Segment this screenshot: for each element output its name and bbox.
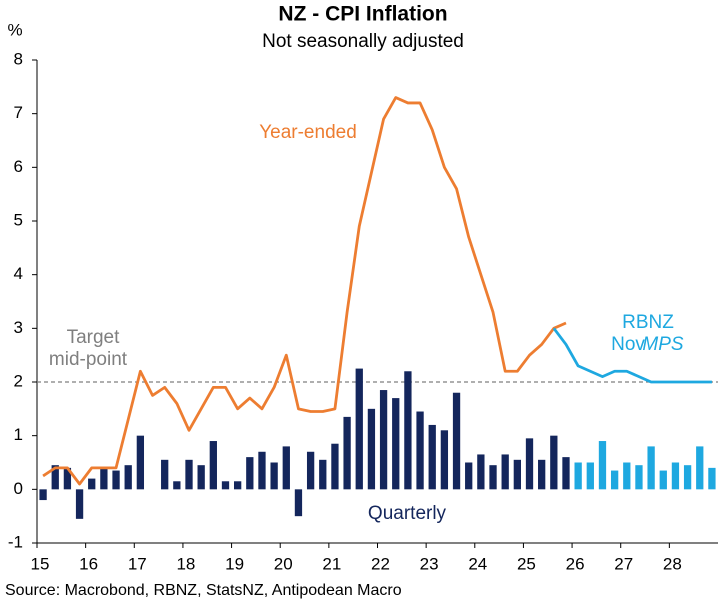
- bar: [209, 441, 217, 490]
- bar: [647, 446, 655, 490]
- bar: [683, 465, 692, 490]
- bar: [319, 459, 327, 490]
- bar: [696, 446, 704, 490]
- chart-title: NZ - CPI Inflation: [278, 3, 447, 26]
- line: [552, 327, 712, 384]
- bar: [659, 470, 667, 490]
- x-tick-label: 27: [614, 554, 633, 573]
- x-tick-label: 21: [322, 554, 341, 573]
- bar: [136, 435, 145, 490]
- bar: [550, 435, 558, 490]
- bar: [197, 465, 205, 490]
- y-tick-label: 0: [14, 479, 23, 498]
- bar: [258, 451, 266, 490]
- bar: [416, 411, 424, 490]
- chart-subtitle: Not seasonally adjusted: [262, 31, 464, 52]
- y-tick-label: 3: [14, 318, 23, 337]
- x-tick-label: 22: [371, 554, 390, 573]
- source: Source: Macrobond, RBNZ, StatsNZ, Antipo…: [5, 582, 402, 599]
- x-tick-label: 24: [468, 554, 487, 573]
- y-tick-label: 4: [14, 264, 23, 283]
- annotation: Nov: [611, 334, 645, 355]
- y-tick-label: -1: [8, 532, 23, 551]
- bar: [465, 462, 473, 490]
- bar: [525, 438, 534, 490]
- annotation: mid-point: [49, 349, 128, 370]
- bar: [355, 368, 363, 490]
- bar: [185, 459, 193, 490]
- bar: [75, 489, 84, 519]
- bar: [623, 462, 631, 490]
- bar: [124, 465, 132, 490]
- bar: [112, 470, 120, 490]
- bar: [610, 470, 619, 490]
- bar: [440, 430, 449, 490]
- bar: [88, 478, 96, 490]
- y-tick-label: 8: [14, 49, 23, 68]
- line: [42, 96, 567, 486]
- bar: [452, 392, 461, 490]
- y-tick-label: 5: [14, 210, 23, 229]
- annotation: RBNZ: [622, 312, 674, 333]
- y-tick-label: 7: [14, 103, 23, 122]
- bar: [513, 459, 521, 490]
- x-tick-label: 17: [128, 554, 147, 573]
- annotation: MPS: [642, 334, 684, 355]
- bar: [39, 489, 47, 501]
- bar: [173, 481, 181, 490]
- bar: [574, 462, 582, 490]
- x-tick-label: 15: [31, 554, 50, 573]
- x-tick-label: 20: [274, 554, 293, 573]
- y-tick-label: 2: [14, 371, 23, 390]
- bar: [294, 489, 303, 517]
- bar: [562, 457, 570, 490]
- bar: [63, 467, 72, 490]
- bar: [586, 462, 594, 490]
- bar: [392, 398, 400, 490]
- bar: [234, 481, 242, 490]
- bar: [598, 441, 607, 490]
- bar: [477, 454, 485, 490]
- x-tick-label: 18: [176, 554, 195, 573]
- bar: [343, 416, 351, 490]
- bar: [246, 457, 254, 490]
- bar: [538, 459, 546, 490]
- x-tick-label: 26: [566, 554, 585, 573]
- bar: [671, 462, 680, 490]
- x-tick-label: 23: [420, 554, 439, 573]
- bar: [282, 446, 290, 490]
- bar: [367, 408, 376, 490]
- bar: [221, 481, 230, 490]
- x-tick-label: 28: [663, 554, 682, 573]
- bar: [51, 465, 59, 490]
- x-tick-label: 16: [79, 554, 98, 573]
- bar: [501, 454, 509, 490]
- x-tick-label: 19: [225, 554, 244, 573]
- bar: [635, 465, 643, 490]
- bar: [489, 465, 497, 490]
- annotation: Quarterly: [368, 503, 447, 524]
- bar: [708, 467, 716, 490]
- x-tick-label: 25: [517, 554, 536, 573]
- bar: [270, 462, 278, 490]
- bar: [379, 390, 388, 490]
- annotation: Year-ended: [259, 122, 357, 143]
- bar: [161, 459, 169, 490]
- y-tick-label: 1: [14, 425, 23, 444]
- y-unit: %: [7, 20, 22, 39]
- annotation: Target: [67, 327, 121, 348]
- bar: [331, 443, 339, 490]
- bar: [428, 424, 436, 490]
- y-tick-label: 6: [14, 157, 23, 176]
- bar: [306, 451, 315, 490]
- bar: [100, 467, 108, 490]
- bar: [404, 371, 412, 490]
